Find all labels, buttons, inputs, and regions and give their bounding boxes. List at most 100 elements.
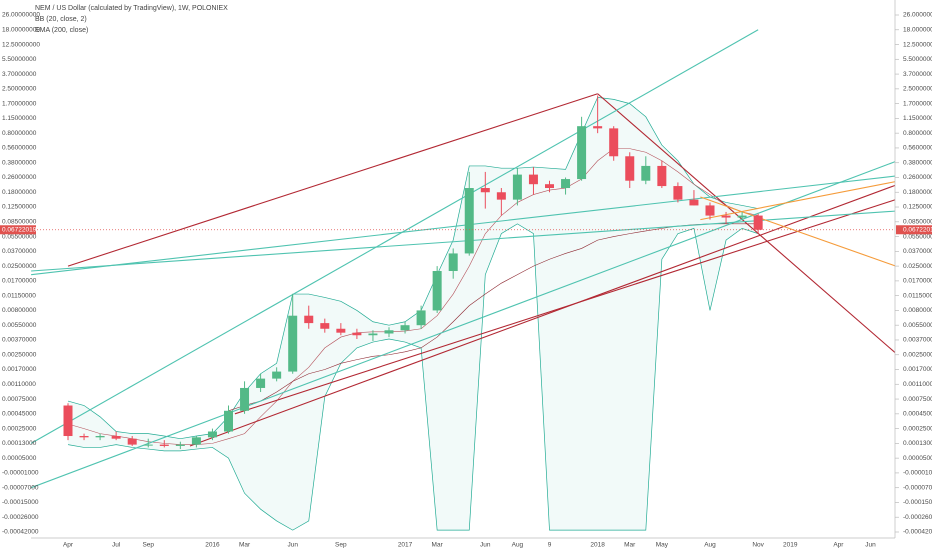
y-tick-label: 0.00045000 bbox=[2, 411, 37, 418]
x-tick-label: Jun bbox=[480, 542, 491, 549]
candle-body bbox=[432, 271, 442, 311]
y-tick-label: 0.80000000 bbox=[903, 130, 932, 137]
x-tick-label: Sep bbox=[142, 542, 154, 549]
trend-line bbox=[31, 29, 759, 444]
y-tick-label: 0.02500000 bbox=[2, 263, 37, 270]
y-tick-label: 0.00005000 bbox=[903, 455, 932, 462]
y-tick-label: -0.00042000 bbox=[903, 529, 932, 536]
y-tick-label: 0.56000000 bbox=[903, 145, 932, 152]
trend-line bbox=[67, 93, 598, 267]
candle-body bbox=[175, 444, 185, 446]
candle-body bbox=[448, 253, 458, 272]
candle-body bbox=[127, 438, 137, 445]
candle-body bbox=[111, 436, 121, 439]
candle-body bbox=[561, 179, 571, 189]
y-tick-label: 0.03700000 bbox=[903, 248, 932, 255]
y-tick-label: 0.01150000 bbox=[903, 292, 932, 299]
y-tick-label: 1.15000000 bbox=[903, 115, 932, 122]
trend-line bbox=[31, 175, 895, 276]
y-tick-label: 12.50000000 bbox=[2, 41, 40, 48]
indicator-label: EMA (200, close) bbox=[35, 27, 88, 34]
axes: 26.00000000 26.00000000 18.00000000 18.0000… bbox=[0, 12, 932, 549]
candle-body bbox=[63, 405, 73, 437]
candle-body bbox=[689, 199, 699, 206]
y-tick-label: 26.00000000 bbox=[903, 12, 932, 19]
candle-body bbox=[609, 128, 619, 157]
candle-body bbox=[400, 325, 410, 331]
trend-line bbox=[700, 181, 895, 221]
y-tick-label: 0.00370000 bbox=[903, 337, 932, 344]
x-tick-label: Aug bbox=[512, 542, 524, 549]
indicator-label: BB (20, close, 2) bbox=[35, 16, 87, 23]
y-tick-label: 0.12500000 bbox=[2, 204, 37, 211]
y-tick-label: 3.70000000 bbox=[903, 71, 932, 78]
x-tick-label: 9 bbox=[548, 542, 552, 549]
y-tick-label: 0.00800000 bbox=[903, 307, 932, 314]
x-tick-label: 2018 bbox=[590, 542, 605, 549]
candle-body bbox=[753, 215, 763, 230]
y-tick-label: 0.00005000 bbox=[2, 455, 37, 462]
candle-body bbox=[384, 330, 394, 334]
y-tick-label: 2.50000000 bbox=[903, 86, 932, 93]
y-tick-label: -0.00026000 bbox=[2, 514, 39, 521]
y-tick-label: 0.18000000 bbox=[2, 189, 37, 196]
y-tick-label: -0.00001000 bbox=[903, 470, 932, 477]
y-tick-label: 0.00550000 bbox=[903, 322, 932, 329]
y-tick-label: 0.08500000 bbox=[903, 219, 932, 226]
y-tick-label: 0.00110000 bbox=[2, 381, 36, 388]
candle-body bbox=[464, 188, 474, 254]
y-tick-label: 3.70000000 bbox=[2, 71, 37, 78]
y-tick-label: 0.08500000 bbox=[2, 219, 37, 226]
x-tick-label: 2019 bbox=[783, 542, 798, 549]
candle-body bbox=[721, 215, 731, 218]
candle-body bbox=[159, 444, 169, 446]
y-tick-label: 1.70000000 bbox=[903, 100, 932, 107]
y-tick-label: 0.02500000 bbox=[903, 263, 932, 270]
y-tick-label: 1.15000000 bbox=[2, 115, 37, 122]
candle-body bbox=[496, 192, 506, 200]
candle-body bbox=[191, 437, 201, 445]
y-tick-label: 0.00013000 bbox=[903, 440, 932, 447]
candle-body bbox=[143, 444, 153, 446]
candle-body bbox=[79, 436, 89, 438]
candle-body bbox=[705, 205, 715, 216]
bb-upper bbox=[67, 97, 759, 440]
x-tick-label: Jul bbox=[112, 542, 121, 549]
x-tick-label: Mar bbox=[432, 542, 444, 549]
y-tick-label: 0.00170000 bbox=[903, 366, 932, 373]
y-tick-label: 18.00000000 bbox=[903, 26, 932, 33]
candle-body bbox=[673, 186, 683, 200]
candle-body bbox=[593, 126, 603, 129]
last-price-label: 0.06722019 bbox=[2, 226, 37, 233]
candle-body bbox=[288, 315, 298, 372]
candle-body bbox=[545, 184, 554, 189]
candle-body bbox=[336, 328, 346, 333]
candle-body bbox=[304, 315, 314, 324]
y-tick-label: -0.00026000 bbox=[903, 514, 932, 521]
candle-body bbox=[512, 174, 522, 200]
y-tick-label: 0.01700000 bbox=[2, 278, 37, 285]
y-tick-label: -0.00015000 bbox=[2, 499, 39, 506]
trend-line bbox=[31, 161, 895, 489]
y-tick-label: 5.50000000 bbox=[2, 56, 37, 63]
trend-line bbox=[700, 196, 895, 267]
x-tick-label: Mar bbox=[239, 542, 251, 549]
y-tick-label: 2.50000000 bbox=[2, 86, 37, 93]
y-tick-label: -0.00042000 bbox=[2, 529, 39, 536]
y-tick-label: 0.00800000 bbox=[2, 307, 37, 314]
y-tick-label: 0.01700000 bbox=[903, 278, 932, 285]
y-tick-label: 0.80000000 bbox=[2, 130, 37, 137]
chart-title: NEM / US Dollar (calculated by TradingVi… bbox=[35, 5, 228, 12]
y-tick-label: 0.26000000 bbox=[2, 174, 37, 181]
candle-body bbox=[480, 188, 490, 193]
y-tick-label: 0.18000000 bbox=[903, 189, 932, 196]
x-tick-label: Apr bbox=[833, 542, 844, 549]
x-tick-label: 2016 bbox=[205, 542, 220, 549]
y-tick-label: 0.00025000 bbox=[903, 425, 932, 432]
candle-body bbox=[416, 310, 426, 326]
bb-lower bbox=[67, 223, 759, 531]
y-tick-label: 0.00110000 bbox=[903, 381, 932, 388]
y-tick-label: 0.00250000 bbox=[2, 351, 37, 358]
y-tick-label: 0.00550000 bbox=[2, 322, 37, 329]
